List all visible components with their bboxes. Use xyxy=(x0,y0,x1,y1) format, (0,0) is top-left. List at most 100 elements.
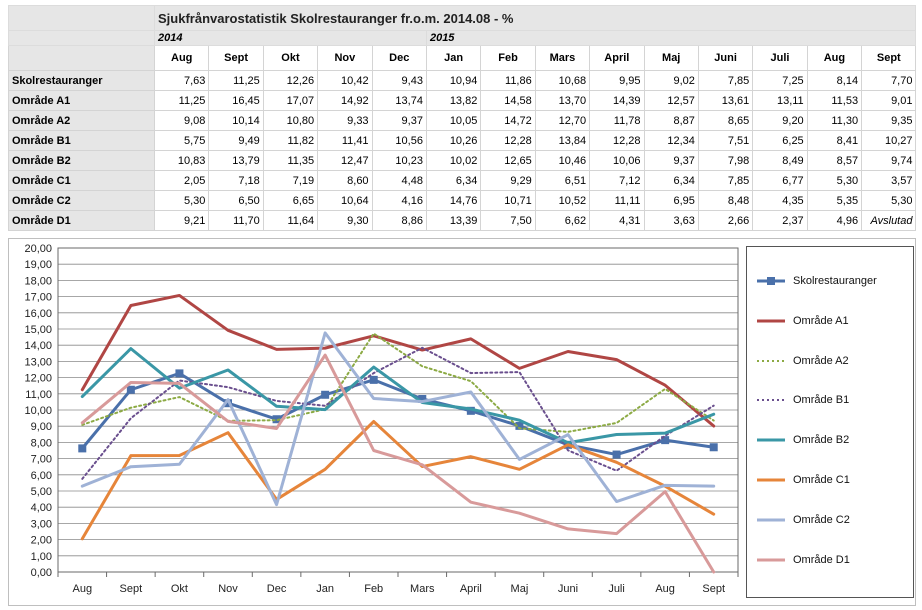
chart-area: 0,00 1,00 2,00 3,00 4,00 5,00 6,00 7,00 8,00 9,00… xyxy=(8,238,916,606)
legend-swatch xyxy=(757,518,785,522)
month-header-11: Juli xyxy=(752,45,808,71)
data-point-marker xyxy=(709,443,718,452)
table-cell: 11,35 xyxy=(262,150,319,171)
table-cell: 10,14 xyxy=(208,110,264,131)
x-tick-label: Jan xyxy=(316,583,334,595)
table-row: Område C2 5,30 6,50 6,65 10,64 4,16 14,76 10,71… xyxy=(8,190,917,211)
x-tick-label: Sept xyxy=(120,583,143,595)
table-cell: 8,87 xyxy=(643,110,699,131)
table-cell: 5,35 xyxy=(806,190,863,211)
table-cell: 9,20 xyxy=(752,110,808,131)
x-tick-label: Maj xyxy=(511,583,529,595)
table-cell: 3,63 xyxy=(643,210,699,231)
series-line-6 xyxy=(80,331,716,507)
legend: Skolrestauranger Område A1 Område A2 Område… xyxy=(746,246,914,598)
x-tick-label: Nov xyxy=(218,583,238,595)
table-cell: 9,35 xyxy=(861,110,917,131)
y-tick-label: 3,00 xyxy=(31,518,52,530)
row-label: Område B2 xyxy=(8,150,155,171)
legend-swatch xyxy=(757,319,785,323)
table-cell: 14,92 xyxy=(317,90,373,111)
x-tick-label: Okt xyxy=(171,583,188,595)
table-cell: 9,43 xyxy=(371,70,427,91)
table-cell: 6,95 xyxy=(643,190,699,211)
table-row: Område C1 2,05 7,18 7,19 8,60 4,48 6,34 9,29 6,5… xyxy=(8,170,917,191)
month-header-13: Sept xyxy=(861,45,917,71)
legend-label: Område D1 xyxy=(793,553,850,566)
table-title-text: Sjukfrånvarostatistik Skolrestauranger f… xyxy=(158,10,514,26)
table-cell: 4,31 xyxy=(589,210,645,231)
series-group xyxy=(78,293,718,574)
y-tick-label: 11,00 xyxy=(25,389,52,401)
table-cell: 6,65 xyxy=(262,190,319,211)
data-point-marker xyxy=(466,406,475,415)
series-line-1 xyxy=(80,293,716,428)
month-header-9: Maj xyxy=(643,45,699,71)
table-cell: 11,70 xyxy=(208,210,264,231)
table-cell: 9,95 xyxy=(589,70,645,91)
table-cell: 8,60 xyxy=(317,170,373,191)
data-point-marker xyxy=(321,390,330,399)
x-tick-label: Mars xyxy=(410,583,435,595)
month-header-4: Dec xyxy=(371,45,427,71)
table-cell: 2,05 xyxy=(153,170,210,191)
table-cell: 9,37 xyxy=(371,110,427,131)
table-cell: 10,26 xyxy=(425,130,482,151)
row-label: Område C2 xyxy=(8,190,155,211)
table-cell: 4,48 xyxy=(371,170,427,191)
table-cell: 7,50 xyxy=(480,210,536,231)
table-cell: 3,57 xyxy=(861,170,917,191)
y-tick-label: 18,00 xyxy=(24,275,52,287)
x-tick-label: Aug xyxy=(72,583,92,595)
y-tick-label: 5,00 xyxy=(31,486,52,498)
table-cell: 10,42 xyxy=(317,70,373,91)
year-2014-cell: 2014 xyxy=(154,30,427,46)
table-cell: 8,65 xyxy=(697,110,754,131)
statistics-table: Sjukfrånvarostatistik Skolrestauranger f… xyxy=(8,5,917,231)
legend-swatch xyxy=(757,478,785,482)
month-header-0: Aug xyxy=(153,45,210,71)
table-cell: 14,72 xyxy=(480,110,536,131)
row-label: Område D1 xyxy=(8,210,155,231)
table-cell: 12,28 xyxy=(589,130,645,151)
table-cell: 11,30 xyxy=(806,110,863,131)
data-point-marker xyxy=(515,421,524,430)
table-cell: 8,49 xyxy=(752,150,808,171)
table-cell: 10,23 xyxy=(371,150,427,171)
table-cell: 11,53 xyxy=(806,90,863,111)
table-cell: 13,11 xyxy=(752,90,808,111)
y-tick-label: 7,00 xyxy=(31,454,52,466)
table-cell: 7,18 xyxy=(208,170,264,191)
table-cell: 11,82 xyxy=(262,130,319,151)
table-cell: 12,65 xyxy=(480,150,536,171)
y-tick-label: 20,00 xyxy=(24,243,52,255)
table-cell: 10,94 xyxy=(425,70,482,91)
data-point-marker xyxy=(126,385,135,394)
table-cell: 5,30 xyxy=(153,190,210,211)
legend-swatch xyxy=(757,399,785,402)
year-2015-cell: 2015 xyxy=(425,30,917,46)
legend-swatch xyxy=(757,277,785,285)
table-cell: 13,70 xyxy=(534,90,591,111)
table-cell: 7,63 xyxy=(153,70,210,91)
table-cell: 6,34 xyxy=(425,170,482,191)
month-header-6: Feb xyxy=(480,45,536,71)
table-cell: 8,14 xyxy=(806,70,863,91)
legend-swatch-marker xyxy=(767,277,775,285)
legend-item: Område B2 xyxy=(755,432,849,448)
table-cell: 10,71 xyxy=(480,190,536,211)
table-cell: 14,39 xyxy=(589,90,645,111)
x-tick-label: April xyxy=(460,583,482,595)
table-cell: 11,41 xyxy=(317,130,373,151)
data-point-marker xyxy=(175,369,184,378)
month-header-2: Okt xyxy=(262,45,319,71)
table-cell: 10,52 xyxy=(534,190,591,211)
table-cell: 12,34 xyxy=(643,130,699,151)
y-tick-label: 9,00 xyxy=(31,421,52,433)
table-row: Område B2 10,83 13,79 11,35 12,47 10,23 10,02 1… xyxy=(8,150,917,171)
legend-label: Område A1 xyxy=(793,314,849,327)
table-cell: 7,12 xyxy=(589,170,645,191)
table-cell: 11,11 xyxy=(589,190,645,211)
month-header-row: Aug Sept Okt Nov Dec Jan Feb Mars April Maj Juni Ju… xyxy=(8,45,917,71)
table-cell: 14,58 xyxy=(480,90,536,111)
